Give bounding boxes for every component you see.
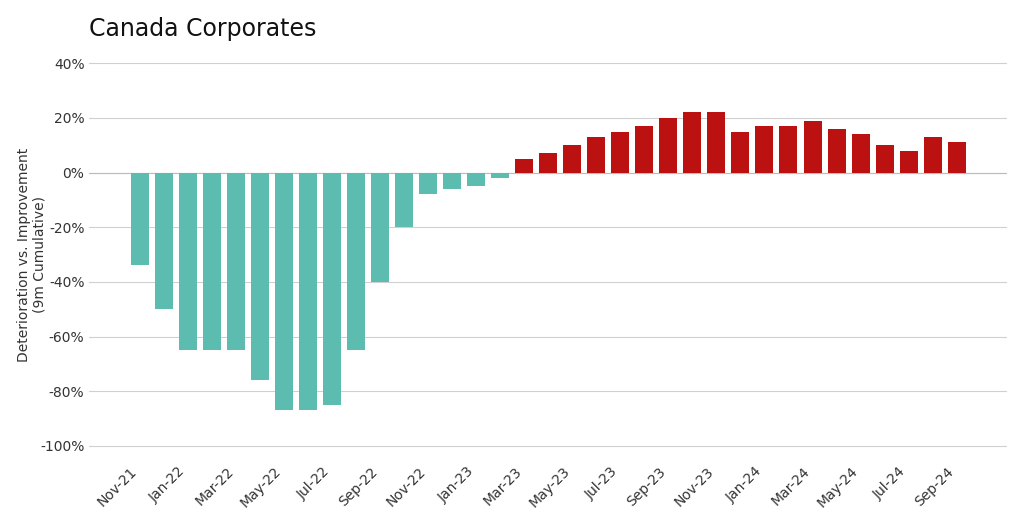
Y-axis label: Deterioration vs. Improvement
(9m Cumulative): Deterioration vs. Improvement (9m Cumula… <box>16 148 47 362</box>
Bar <box>372 172 389 282</box>
Bar <box>804 121 821 172</box>
Bar <box>588 137 605 172</box>
Bar <box>635 126 653 172</box>
Bar <box>899 151 918 172</box>
Bar <box>540 153 557 172</box>
Bar <box>708 112 725 172</box>
Bar <box>683 112 701 172</box>
Bar <box>227 172 245 350</box>
Bar <box>131 172 150 266</box>
Bar <box>876 145 894 172</box>
Bar <box>852 134 869 172</box>
Bar <box>659 118 678 172</box>
Bar <box>419 172 437 194</box>
Bar <box>563 145 582 172</box>
Bar <box>492 172 509 178</box>
Bar <box>731 132 750 172</box>
Bar <box>443 172 461 189</box>
Bar <box>251 172 269 380</box>
Bar <box>347 172 366 350</box>
Bar <box>827 129 846 172</box>
Bar <box>179 172 197 350</box>
Bar <box>611 132 630 172</box>
Bar <box>515 159 534 172</box>
Bar <box>924 137 942 172</box>
Bar <box>395 172 414 227</box>
Bar <box>203 172 221 350</box>
Text: Canada Corporates: Canada Corporates <box>89 17 316 41</box>
Bar <box>467 172 485 186</box>
Bar <box>324 172 341 405</box>
Bar <box>155 172 173 309</box>
Bar <box>275 172 293 411</box>
Bar <box>779 126 798 172</box>
Bar <box>299 172 317 411</box>
Bar <box>756 126 773 172</box>
Bar <box>947 142 966 172</box>
